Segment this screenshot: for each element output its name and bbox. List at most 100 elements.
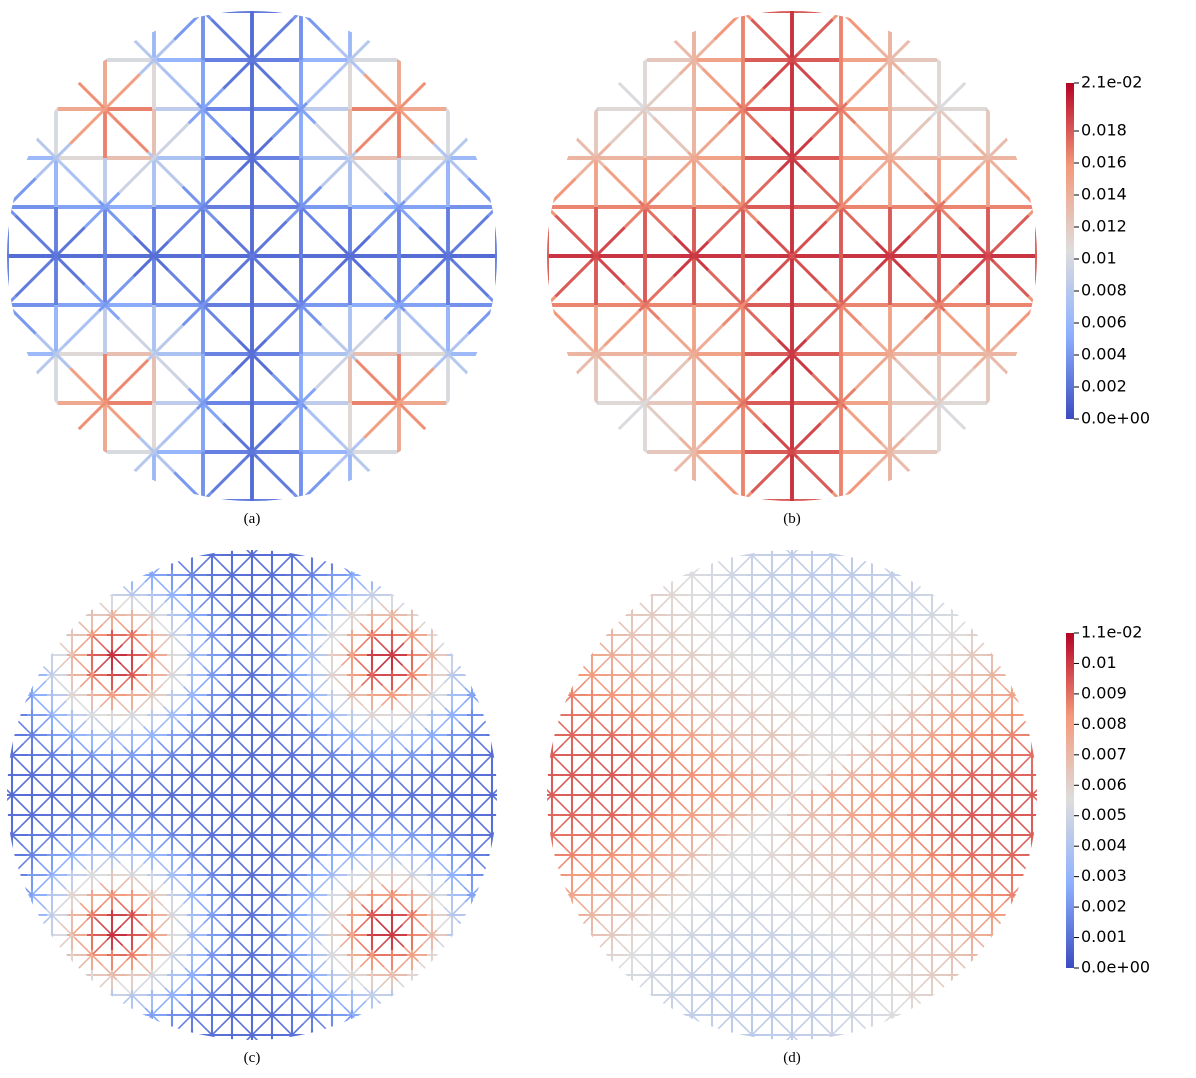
strut [154, 857, 168, 871]
strut [684, 849, 698, 863]
strut [713, 540, 727, 554]
strut [413, 25, 448, 60]
strut [755, 598, 769, 612]
strut [648, 644, 662, 658]
strut [744, 909, 758, 923]
strut [26, 929, 40, 943]
strut [302, 611, 316, 625]
strut [235, 998, 249, 1012]
strut [976, 859, 990, 873]
strut [83, 986, 97, 1000]
strut [144, 849, 158, 863]
strut [743, 305, 778, 340]
strut [888, 691, 902, 705]
tick-label: 0.005 [1081, 805, 1127, 824]
strut [628, 951, 642, 965]
strut [798, 458, 833, 493]
strut [625, 285, 660, 320]
strut [797, 840, 811, 854]
strut [206, 749, 220, 763]
strut [913, 740, 927, 754]
strut [733, 1016, 747, 1030]
strut [864, 1029, 878, 1043]
strut [772, 881, 786, 895]
strut [908, 671, 922, 685]
strut [442, 751, 456, 765]
strut [244, 627, 258, 641]
strut [681, 932, 695, 946]
strut [66, 687, 80, 701]
strut [503, 213, 538, 248]
strut [177, 0, 212, 19]
strut [576, 144, 611, 179]
strut [264, 969, 278, 983]
strut [604, 166, 639, 201]
strut [159, 1034, 173, 1048]
strut [917, 720, 931, 734]
strut [555, 798, 569, 812]
strut [288, 824, 302, 838]
strut [386, 1007, 400, 1021]
caption: (b) [783, 511, 801, 527]
strut [661, 664, 675, 678]
strut [786, 867, 800, 881]
strut [792, 675, 806, 689]
strut [99, 602, 113, 616]
strut [254, 757, 268, 771]
strut [857, 780, 871, 794]
strut [144, 727, 158, 741]
strut [356, 637, 370, 651]
strut [473, 736, 487, 750]
strut [802, 1005, 816, 1019]
strut [822, 985, 836, 999]
strut [317, 796, 331, 810]
strut [324, 547, 338, 561]
strut [338, 561, 352, 575]
strut [24, 729, 38, 743]
strut [555, 262, 590, 297]
strut [595, 758, 609, 772]
strut [815, 1038, 829, 1052]
strut [749, 0, 784, 5]
strut [737, 900, 751, 914]
strut [402, 711, 416, 725]
strut [812, 655, 826, 669]
strut [416, 879, 430, 893]
strut [211, 458, 246, 493]
strut [413, 780, 427, 794]
strut [997, 936, 1011, 950]
strut [124, 747, 138, 761]
strut [175, 638, 189, 652]
strut [673, 980, 687, 994]
strut [721, 604, 735, 618]
strut [493, 716, 507, 730]
strut [612, 721, 626, 735]
strut [713, 1036, 727, 1050]
strut [232, 695, 246, 709]
strut [637, 1000, 651, 1014]
strut [322, 945, 336, 959]
strut [314, 697, 328, 711]
strut [399, 109, 434, 144]
strut [244, 949, 258, 963]
strut [882, 34, 917, 69]
strut [0, 818, 9, 832]
strut [15, 798, 29, 812]
strut [334, 899, 348, 913]
strut [506, 264, 541, 299]
strut [174, 837, 188, 851]
strut [948, 944, 962, 958]
strut [1022, 791, 1036, 805]
strut [983, 626, 997, 640]
strut [714, 739, 728, 753]
strut [222, 531, 236, 545]
strut [118, 795, 132, 809]
strut [105, 403, 140, 438]
strut [21, 417, 56, 452]
strut [308, 844, 322, 858]
strut [794, 819, 808, 833]
strut [724, 889, 738, 903]
strut [638, 801, 652, 815]
strut [126, 747, 140, 761]
strut [237, 716, 251, 730]
